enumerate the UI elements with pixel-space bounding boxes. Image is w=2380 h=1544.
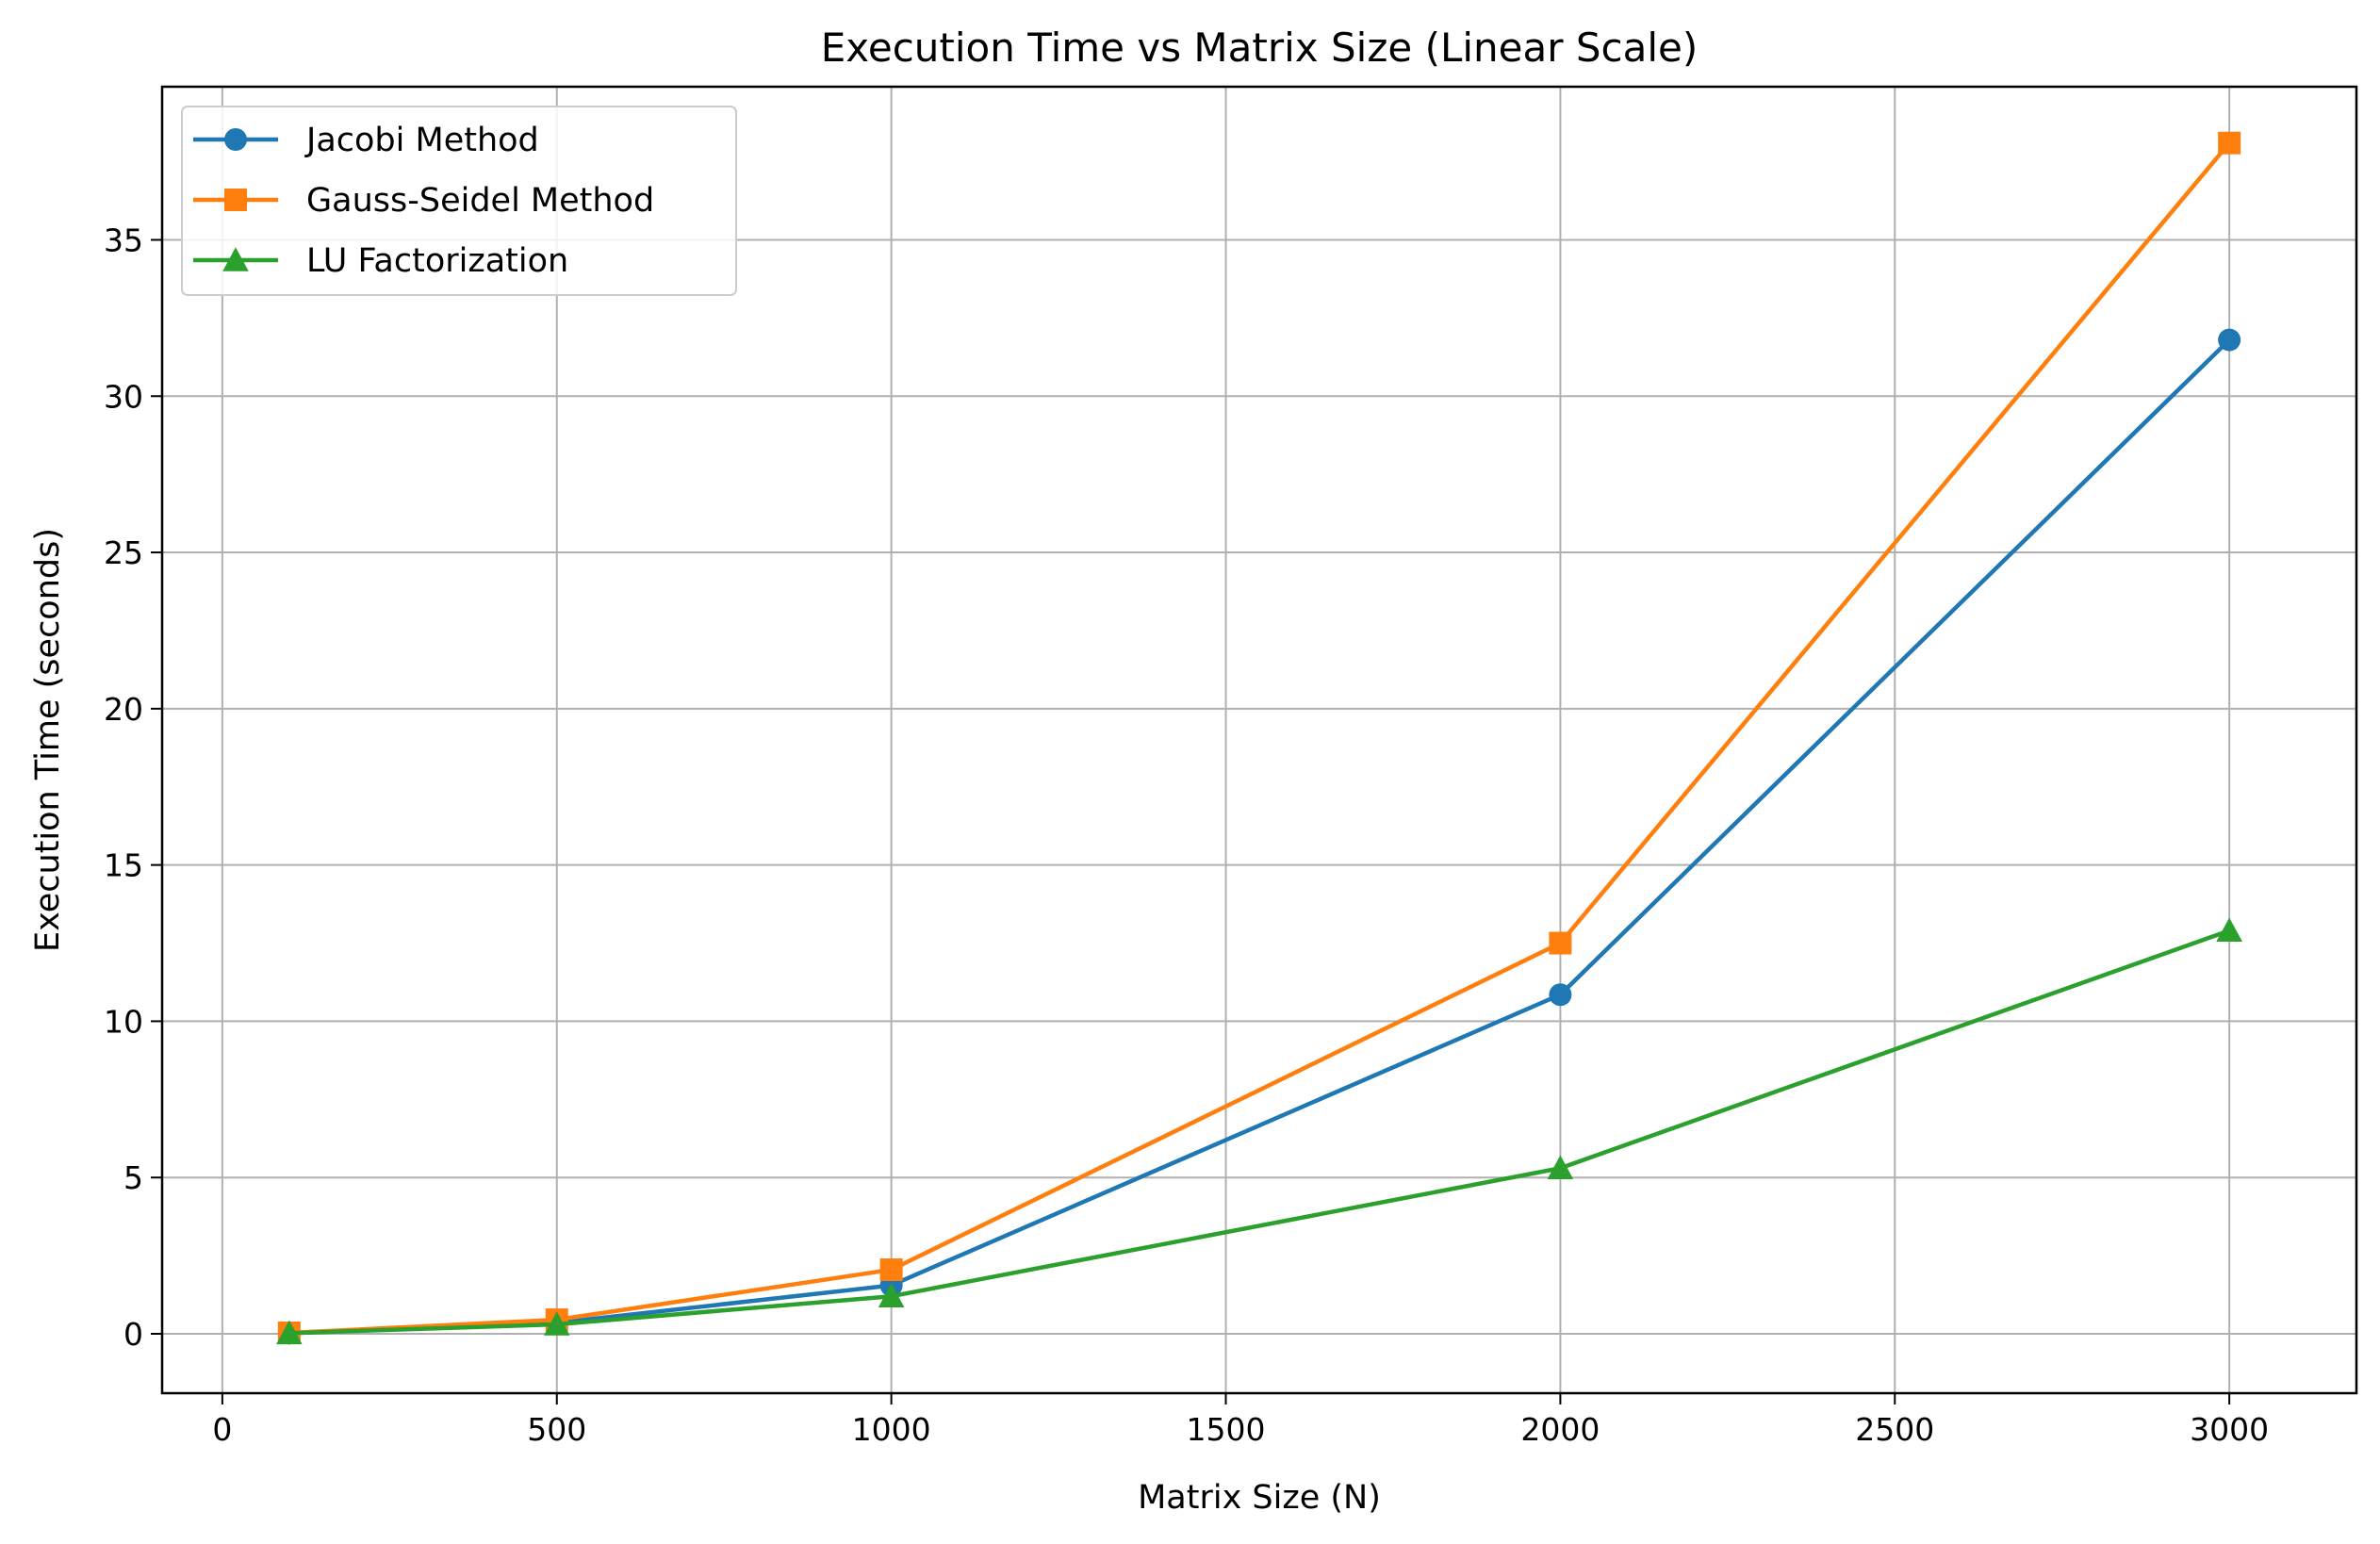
legend-label: Gauss-Seidel Method — [306, 182, 654, 220]
y-tick-label: 5 — [123, 1159, 143, 1196]
data-point-lu-factorization — [543, 1311, 570, 1336]
data-point-gauss-seidel-method — [879, 1258, 903, 1282]
y-tick-label: 0 — [123, 1316, 143, 1353]
legend-item-lu-factorization: LU Factorization — [193, 242, 568, 280]
y-tick-label: 20 — [104, 691, 143, 728]
legend-item-gauss-seidel-method: Gauss-Seidel Method — [193, 182, 654, 220]
data-point-lu-factorization — [1547, 1155, 1574, 1179]
x-tick-label: 2500 — [1855, 1411, 1934, 1448]
axis-ticks: 0 500 1000 1500 2000 2500 3000 0 5 10 15 20 25 30 35 — [104, 222, 2269, 1448]
y-tick-label: 25 — [104, 534, 143, 571]
data-point-lu-factorization — [2216, 917, 2242, 942]
legend: Jacobi Method Gauss-Seidel Method LU Facto… — [181, 106, 737, 296]
x-tick-label: 2000 — [1520, 1411, 1600, 1448]
legend-item-jacobi-method: Jacobi Method — [193, 122, 539, 159]
x-tick-label: 3000 — [2190, 1411, 2269, 1448]
data-point-gauss-seidel-method — [1549, 931, 1572, 955]
data-point-jacobi-method — [1549, 983, 1572, 1007]
x-axis-title: Matrix Size (N) — [1138, 1479, 1381, 1517]
chart-title: Execution Time vs Matrix Size (Linear Sc… — [821, 25, 1698, 71]
y-tick-label: 10 — [104, 1003, 143, 1040]
legend-marker — [222, 247, 249, 271]
x-tick-label: 1000 — [852, 1411, 931, 1448]
data-point-lu-factorization — [878, 1283, 905, 1307]
x-tick-label: 500 — [527, 1411, 586, 1448]
y-tick-label: 15 — [104, 847, 143, 884]
series-layer — [276, 131, 2242, 1345]
grid — [162, 87, 2356, 1393]
series-lu-factorization — [276, 917, 2242, 1345]
x-tick-label: 1500 — [1187, 1411, 1266, 1448]
legend-label: Jacobi Method — [304, 122, 539, 159]
y-tick-label: 30 — [104, 378, 143, 415]
y-axis-title: Execution Time (seconds) — [29, 528, 67, 952]
x-tick-label: 0 — [212, 1411, 232, 1448]
plot-frame — [160, 85, 2358, 1395]
data-point-gauss-seidel-method — [2218, 131, 2241, 155]
y-tick-label: 35 — [104, 222, 143, 258]
data-point-lu-factorization — [276, 1320, 303, 1345]
data-point-jacobi-method — [2218, 328, 2241, 352]
legend-marker — [224, 189, 247, 211]
legend-marker — [224, 128, 247, 151]
legend-label: LU Factorization — [306, 242, 568, 280]
legend-box — [181, 106, 737, 296]
